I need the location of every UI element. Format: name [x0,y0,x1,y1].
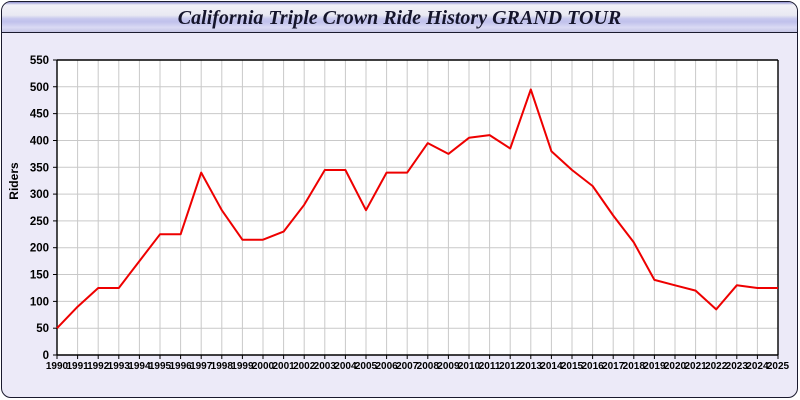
svg-text:1997: 1997 [190,361,213,372]
svg-text:1992: 1992 [87,361,110,372]
svg-text:1995: 1995 [149,361,172,372]
svg-text:350: 350 [30,162,49,174]
svg-text:2025: 2025 [767,361,790,372]
svg-text:1990: 1990 [46,361,69,372]
svg-text:2004: 2004 [334,361,357,372]
svg-text:2021: 2021 [684,361,707,372]
svg-text:2014: 2014 [540,361,563,372]
svg-text:2002: 2002 [293,361,316,372]
svg-text:2020: 2020 [664,361,687,372]
svg-text:2011: 2011 [479,361,501,372]
svg-text:2010: 2010 [458,361,481,372]
svg-text:1993: 1993 [108,361,131,372]
svg-text:1994: 1994 [128,361,151,372]
svg-text:2012: 2012 [499,361,522,372]
svg-text:2006: 2006 [375,361,398,372]
svg-text:2017: 2017 [602,361,625,372]
svg-text:2000: 2000 [252,361,275,372]
svg-text:2018: 2018 [623,361,646,372]
svg-text:50: 50 [36,323,49,335]
svg-text:1991: 1991 [66,361,89,372]
svg-text:2023: 2023 [726,361,749,372]
svg-text:550: 550 [30,55,49,67]
svg-text:2016: 2016 [581,361,604,372]
svg-text:450: 450 [30,109,49,121]
svg-text:2008: 2008 [417,361,440,372]
svg-text:200: 200 [30,243,49,255]
svg-text:2015: 2015 [561,361,584,372]
svg-text:2009: 2009 [437,361,460,372]
svg-text:100: 100 [30,296,49,308]
svg-text:2024: 2024 [746,361,769,372]
svg-text:2007: 2007 [396,361,419,372]
svg-text:250: 250 [30,216,49,228]
svg-text:2013: 2013 [520,361,543,372]
svg-text:2022: 2022 [705,361,728,372]
svg-text:300: 300 [30,189,49,201]
svg-text:2003: 2003 [314,361,337,372]
svg-text:2019: 2019 [643,361,666,372]
svg-text:1996: 1996 [169,361,192,372]
svg-text:2001: 2001 [272,361,295,372]
svg-text:1998: 1998 [211,361,234,372]
svg-text:400: 400 [30,136,49,148]
svg-text:150: 150 [30,270,49,282]
svg-text:2005: 2005 [355,361,378,372]
svg-text:1999: 1999 [231,361,254,372]
svg-text:500: 500 [30,82,49,94]
